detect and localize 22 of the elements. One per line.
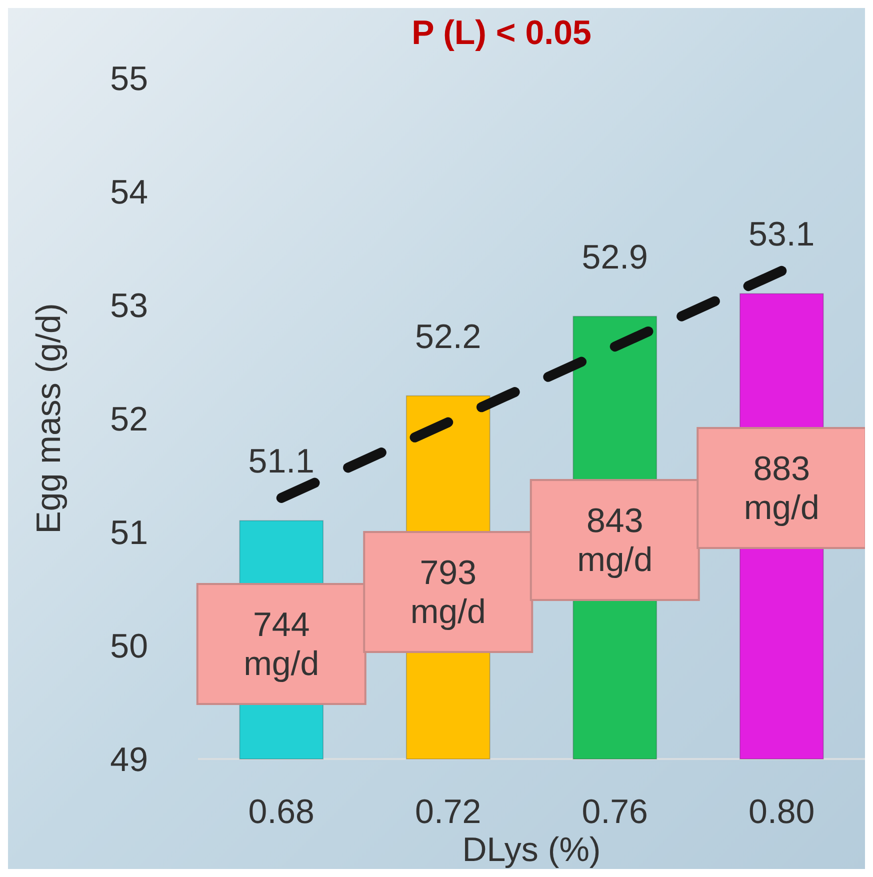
x-tick-label: 0.76 — [582, 793, 648, 831]
data-label: 51.1 — [248, 442, 314, 481]
y-tick-label: 49 — [110, 740, 148, 779]
y-tick-label: 52 — [110, 400, 148, 438]
annotation: 793 mg/d — [410, 554, 486, 631]
data-label: 52.2 — [415, 318, 482, 356]
x-axis-title: DLys (%) — [462, 831, 601, 869]
annotation: 744 mg/d — [244, 606, 320, 683]
x-tick-label: 0.72 — [415, 793, 482, 831]
data-label: 53.1 — [748, 216, 815, 254]
y-tick-label: 51 — [110, 514, 148, 552]
y-tick-label: 55 — [110, 60, 148, 98]
data-label: 52.9 — [582, 238, 648, 276]
chart-title: P (L) < 0.05 — [412, 14, 592, 52]
x-tick-label: 0.80 — [748, 793, 815, 831]
annotation: 843 mg/d — [577, 502, 653, 579]
y-tick-label: 54 — [110, 173, 148, 212]
x-tick-label: 0.68 — [248, 793, 314, 831]
y-tick-label: 50 — [110, 627, 148, 666]
y-axis-title: Egg mass (g/d) — [30, 303, 68, 534]
y-tick-label: 53 — [110, 286, 148, 325]
annotation: 883 mg/d — [744, 450, 820, 527]
